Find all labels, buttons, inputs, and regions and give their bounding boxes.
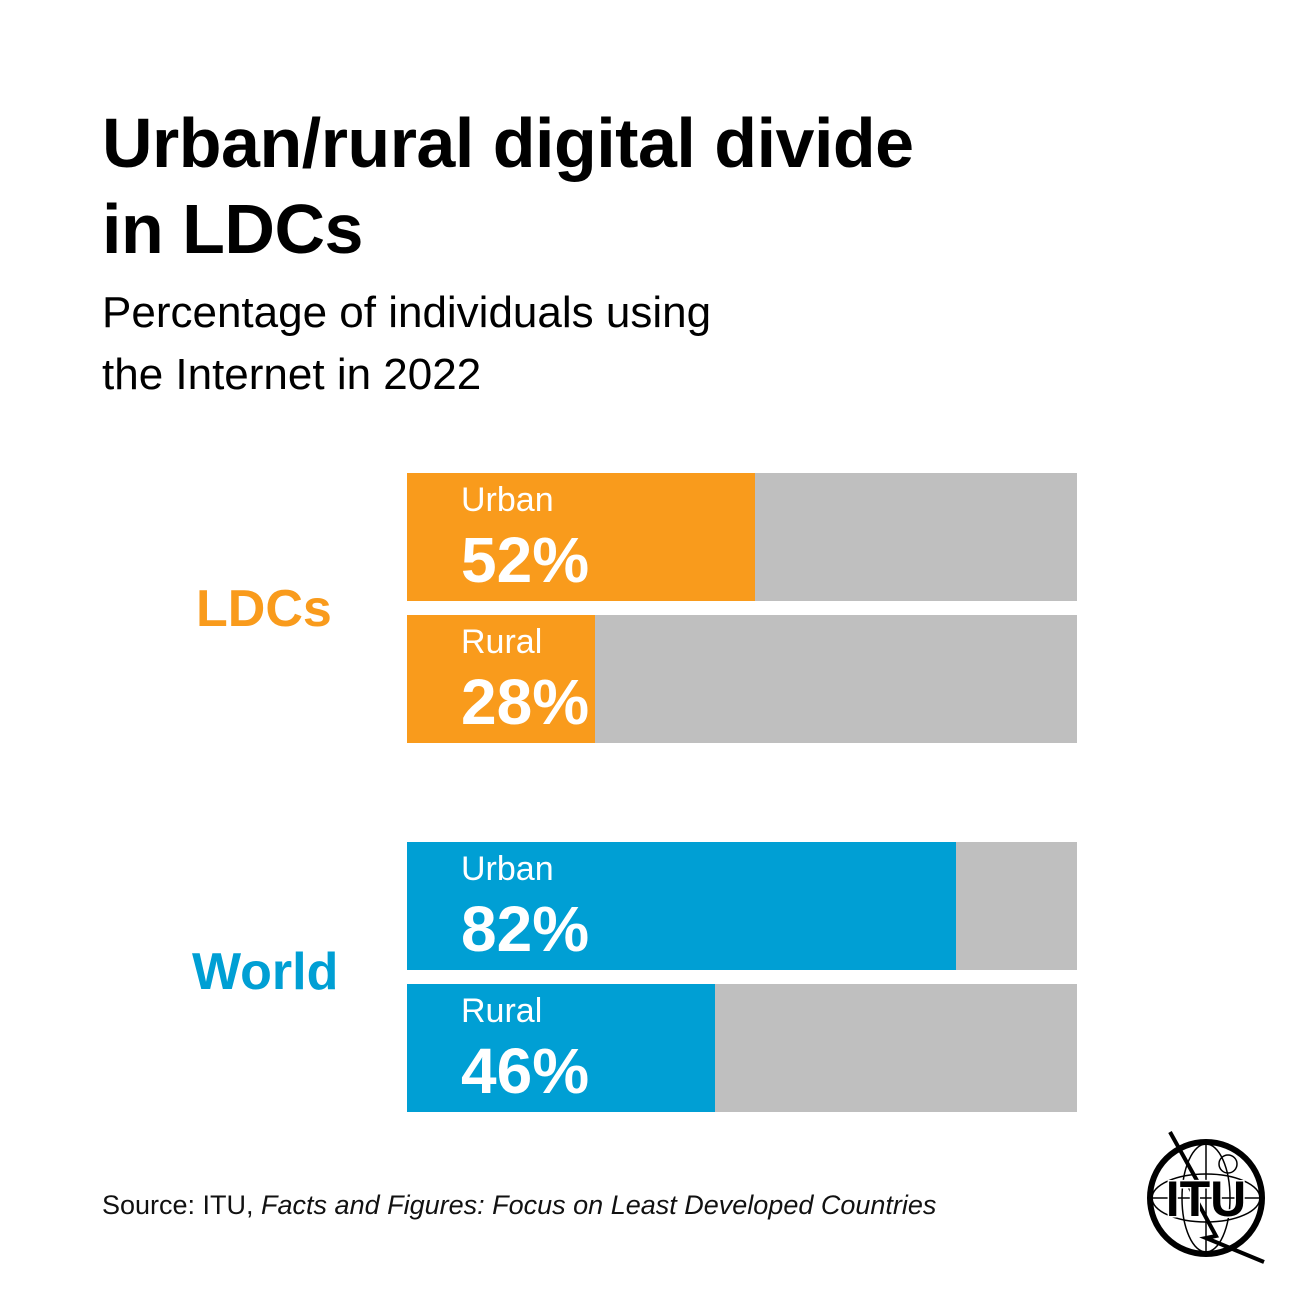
bar-category-label-world-rural: Rural: [461, 992, 543, 1030]
bar-track-ldcs-urban: Urban 52%: [407, 473, 1077, 601]
bar-ldcs-rural: [407, 615, 595, 743]
group-label-world: World: [192, 943, 339, 1001]
bar-track-world-urban: Urban 82%: [407, 842, 1077, 970]
bar-category-label-ldcs-rural: Rural: [461, 623, 543, 661]
bar-ldcs-urban: [407, 473, 756, 601]
source-note: Source: ITU, Facts and Figures: Focus on…: [102, 1190, 936, 1221]
bar-track-world-rural: Rural 46%: [407, 984, 1077, 1112]
group-label-ldcs: LDCs: [196, 580, 332, 638]
bar-category-label-world-urban: Urban: [461, 850, 554, 888]
chart-subtitle-line-1: Percentage of individuals using: [102, 288, 712, 337]
bar-value-label-ldcs-rural: 28%: [461, 666, 590, 738]
bar-value-label-ldcs-urban: 52%: [461, 524, 590, 596]
bar-world-rural: [407, 984, 716, 1112]
bar-value-label-world-rural: 46%: [461, 1035, 590, 1107]
chart-subtitle: Percentage of individuals using the Inte…: [102, 282, 902, 406]
chart-title: Urban/rural digital divide in LDCs: [102, 100, 1202, 272]
bar-world-urban: [407, 842, 957, 970]
chart-title-line-2: in LDCs: [102, 190, 363, 268]
logo-text: ITU: [1166, 1171, 1247, 1227]
bar-category-label-ldcs-urban: Urban: [461, 481, 554, 519]
itu-logo: ITU: [1147, 1131, 1265, 1264]
bar-track-ldcs-rural: Rural 28%: [407, 615, 1077, 743]
chart-subtitle-line-2: the Internet in 2022: [102, 350, 482, 399]
bar-value-label-world-urban: 82%: [461, 893, 590, 965]
chart-title-line-1: Urban/rural digital divide: [102, 104, 914, 182]
source-publication: Facts and Figures: Focus on Least Develo…: [261, 1190, 937, 1220]
source-prefix: Source: ITU,: [102, 1190, 262, 1220]
